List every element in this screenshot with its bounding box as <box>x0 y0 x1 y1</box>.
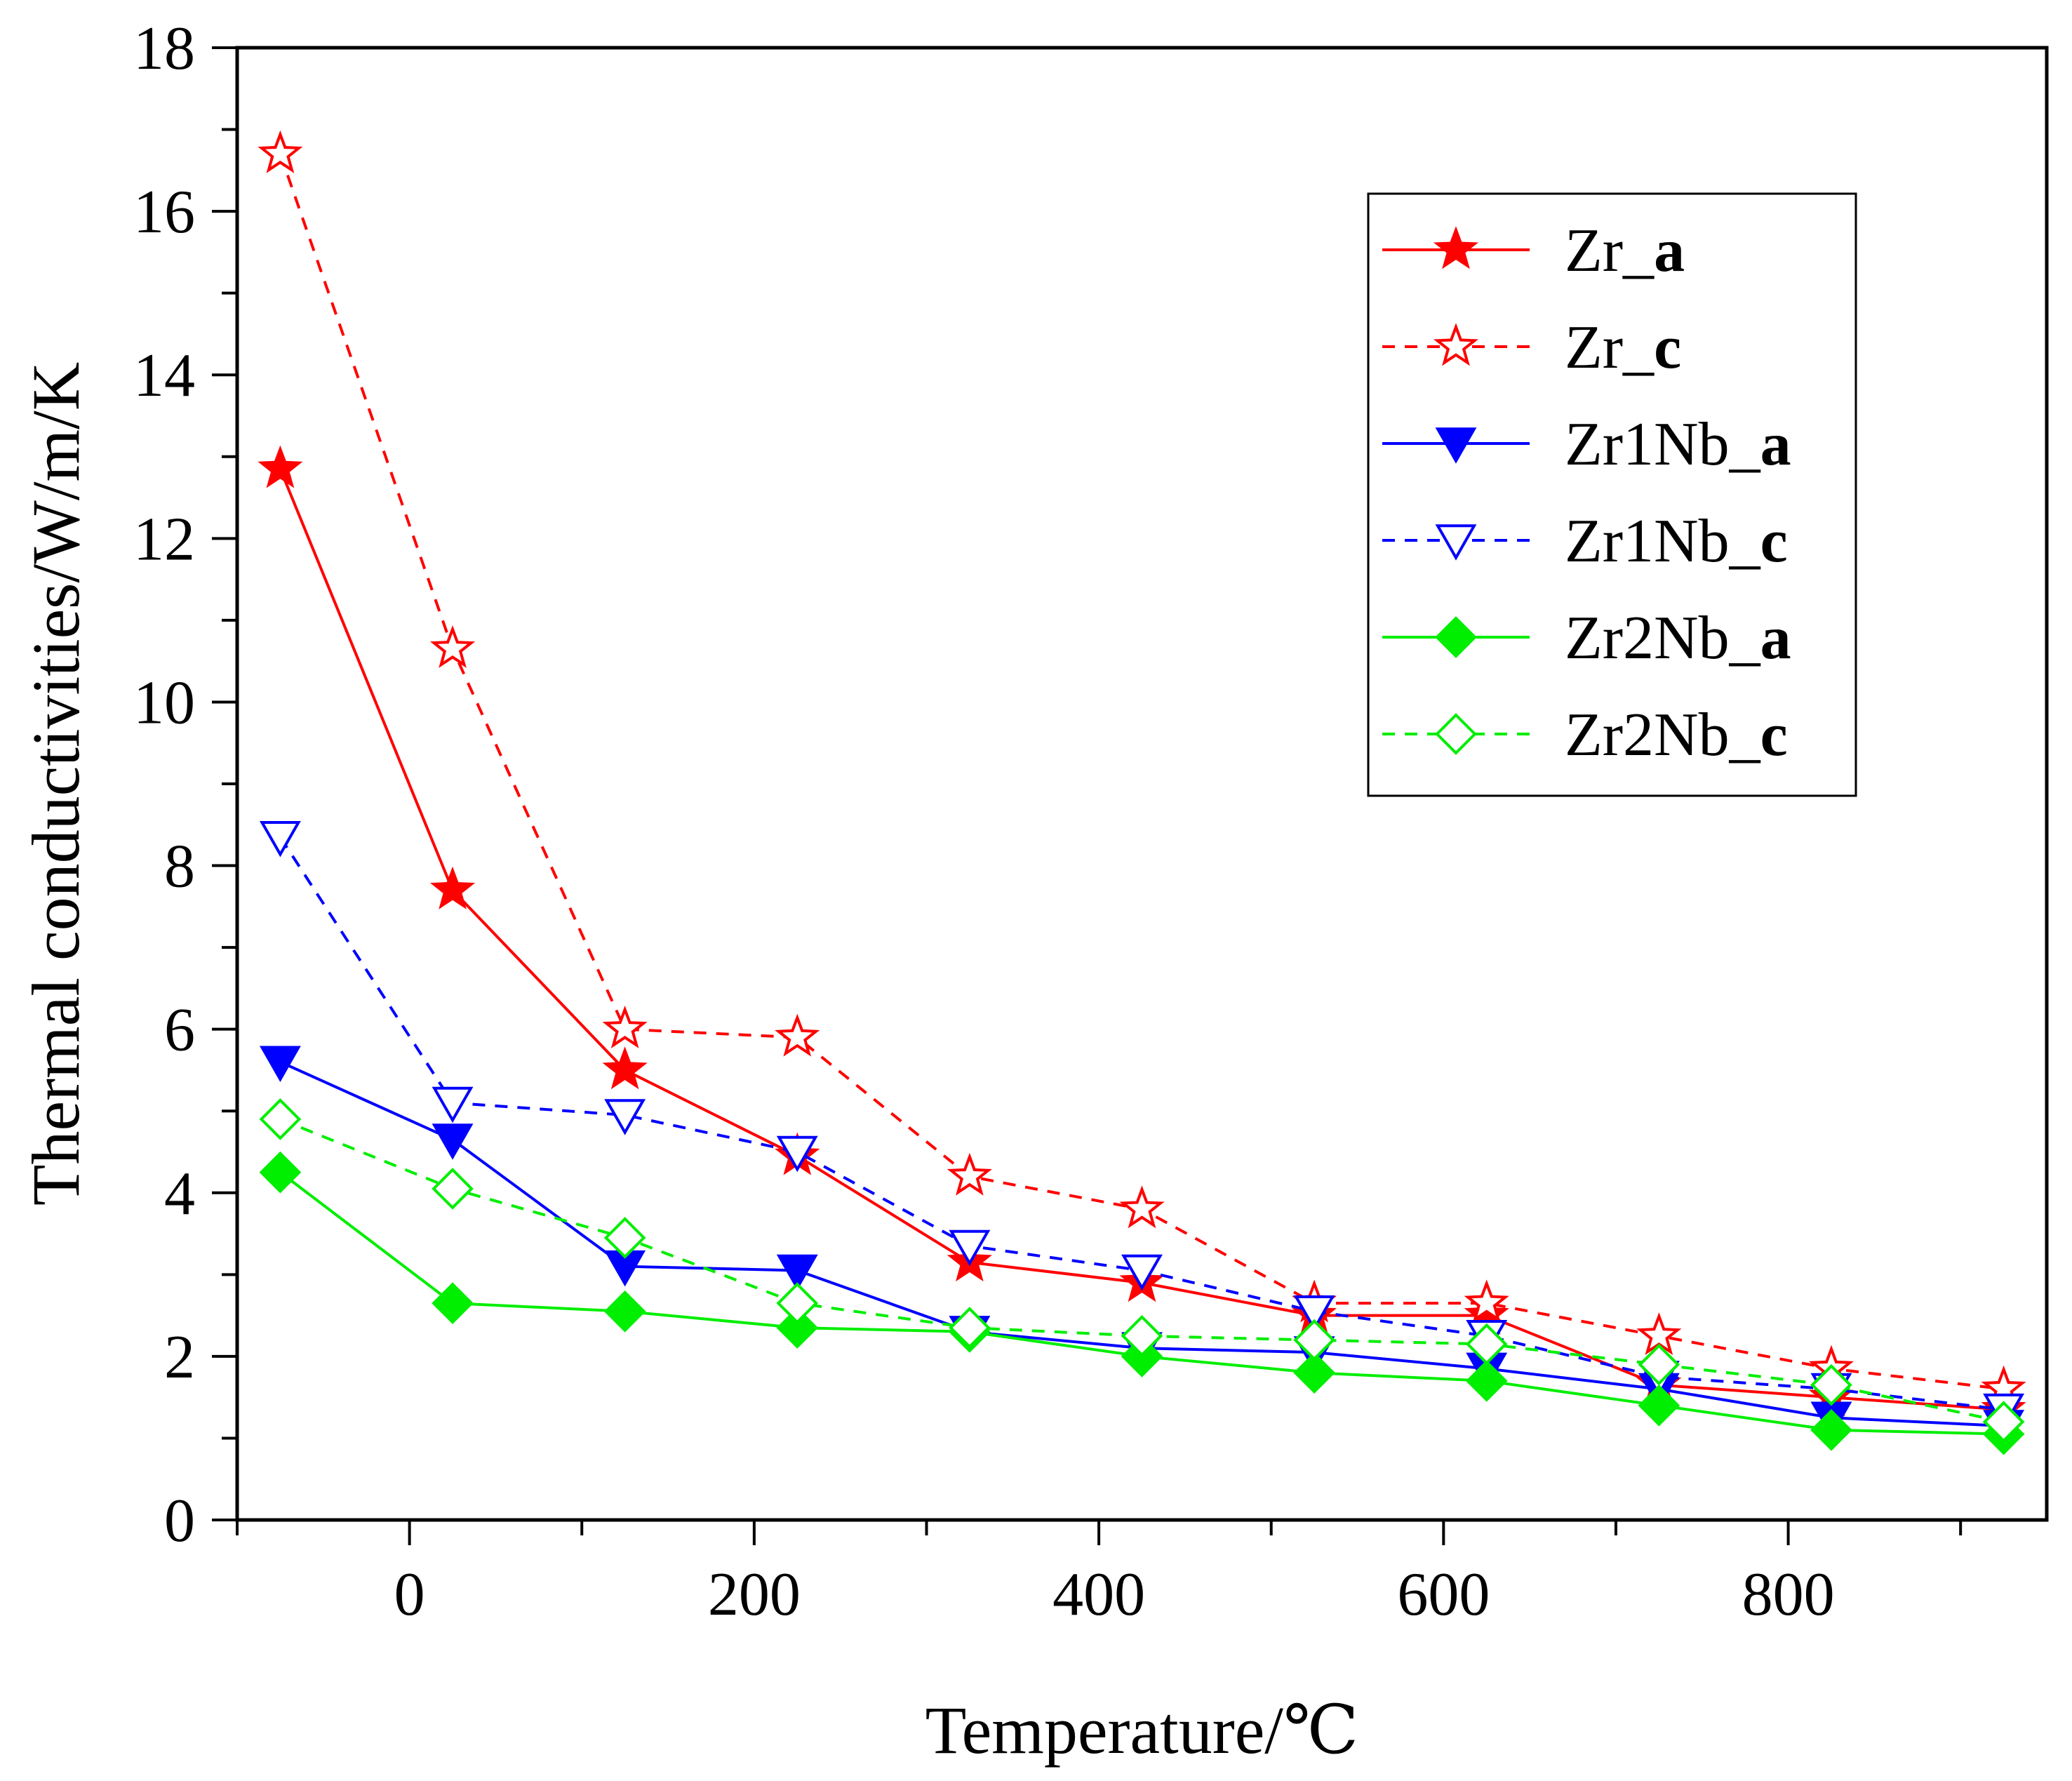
legend-label-base: Zr_ <box>1565 314 1655 382</box>
data-point <box>602 1006 648 1048</box>
legend-marker <box>1433 226 1479 269</box>
legend-label-base: Zr2Nb_ <box>1565 701 1761 769</box>
x-tick-label: 0 <box>394 1561 425 1629</box>
data-point <box>1464 1279 1509 1323</box>
y-tick-label: 12 <box>133 505 195 573</box>
data-point <box>776 1282 819 1324</box>
data-point <box>432 1123 474 1160</box>
data-point <box>775 1013 820 1057</box>
legend-entry: Zr1Nb_c <box>1382 507 1788 575</box>
data-point <box>603 1217 646 1259</box>
legend-label: Zr_a <box>1565 217 1685 285</box>
legend-box <box>1367 192 1857 797</box>
legend-marker <box>1435 524 1477 561</box>
data-point <box>259 1151 302 1194</box>
data-point <box>1121 1254 1163 1291</box>
legend-marker <box>1435 616 1477 658</box>
series-layer <box>258 130 2026 1455</box>
y-tick-label: 2 <box>164 1323 195 1392</box>
data-point <box>1119 1185 1165 1229</box>
data-point <box>949 1229 991 1267</box>
y-tick-label: 6 <box>164 996 195 1065</box>
data-point <box>949 1307 991 1349</box>
data-point <box>1810 1408 1852 1451</box>
legend-label-suffix: c <box>1760 507 1788 575</box>
data-point <box>432 1168 474 1210</box>
series-zr2nb-c <box>259 1098 2025 1443</box>
data-point <box>947 1152 992 1196</box>
y-tick-label: 8 <box>164 833 195 901</box>
legend-label-base: Zr1Nb_ <box>1565 411 1761 479</box>
data-point <box>1638 1343 1680 1386</box>
data-point <box>1810 1363 1852 1406</box>
data-point <box>603 1290 646 1333</box>
legend-entry: Zr1Nb_a <box>1382 411 1791 479</box>
legend-label-base: Zr_ <box>1565 217 1655 285</box>
legend-label-suffix: a <box>1760 411 1791 479</box>
data-point <box>259 1098 302 1140</box>
y-tick-label: 14 <box>133 342 195 410</box>
x-tick-label: 400 <box>1052 1561 1145 1629</box>
legend-entry: Zr_a <box>1382 217 1685 285</box>
data-point <box>258 445 303 488</box>
legend-label-base: Zr1Nb_ <box>1565 507 1761 575</box>
x-tick-label: 200 <box>708 1561 801 1629</box>
legend-label-base: Zr2Nb_ <box>1565 604 1761 672</box>
legend-entry: Zr2Nb_c <box>1382 701 1788 769</box>
legend-label-suffix: a <box>1760 604 1791 672</box>
y-tick-label: 18 <box>133 15 195 83</box>
data-point <box>602 1046 648 1090</box>
data-point <box>1293 1352 1335 1394</box>
data-point <box>1293 1295 1335 1332</box>
x-tick-label: 800 <box>1742 1561 1835 1629</box>
legend-label: Zr2Nb_a <box>1565 604 1791 672</box>
data-point <box>1293 1319 1335 1361</box>
y-tick-label: 10 <box>133 669 195 737</box>
data-point <box>1982 1401 2025 1443</box>
data-point <box>259 1046 301 1083</box>
y-tick-label: 16 <box>133 178 195 246</box>
legend-marker <box>1435 713 1477 755</box>
data-point <box>776 1307 819 1349</box>
legend-label-suffix: c <box>1654 314 1681 382</box>
legend-label: Zr1Nb_c <box>1565 507 1788 575</box>
legend-label: Zr_c <box>1565 314 1681 382</box>
legend-marker <box>1433 323 1479 366</box>
data-point <box>258 130 303 173</box>
x-tick-label: 600 <box>1397 1561 1490 1629</box>
plot-frame <box>235 46 2049 1522</box>
y-axis-title: Thermal conductivities/W/m/K <box>18 362 93 1206</box>
data-point <box>776 1254 818 1291</box>
data-point <box>1465 1360 1508 1402</box>
data-point <box>604 1099 646 1135</box>
data-point <box>432 1086 474 1123</box>
legend-label: Zr1Nb_a <box>1565 411 1791 479</box>
legend-label-suffix: a <box>1654 217 1685 285</box>
data-point <box>1121 1314 1163 1357</box>
x-axis-title: Temperature/℃ <box>925 1693 1359 1768</box>
data-point <box>1465 1323 1508 1366</box>
tick-label-layer: 0 200 400 600 800 0 2 4 6 8 10 12 14 16 18 <box>133 15 1835 1629</box>
data-point <box>429 866 476 909</box>
legend-label: Zr2Nb_c <box>1565 701 1788 769</box>
y-tick-label: 0 <box>164 1487 195 1555</box>
tick-layer <box>212 46 1963 1545</box>
legend-marker <box>1435 427 1477 464</box>
data-point <box>1638 1384 1680 1427</box>
data-point <box>259 820 301 858</box>
data-point <box>776 1135 818 1173</box>
legend-entry: Zr_c <box>1382 314 1681 382</box>
legend-entry: Zr2Nb_a <box>1382 604 1791 672</box>
data-point <box>432 1282 474 1324</box>
y-tick-label: 4 <box>164 1160 195 1228</box>
legend-label-suffix: c <box>1760 701 1788 769</box>
data-point <box>429 625 476 668</box>
